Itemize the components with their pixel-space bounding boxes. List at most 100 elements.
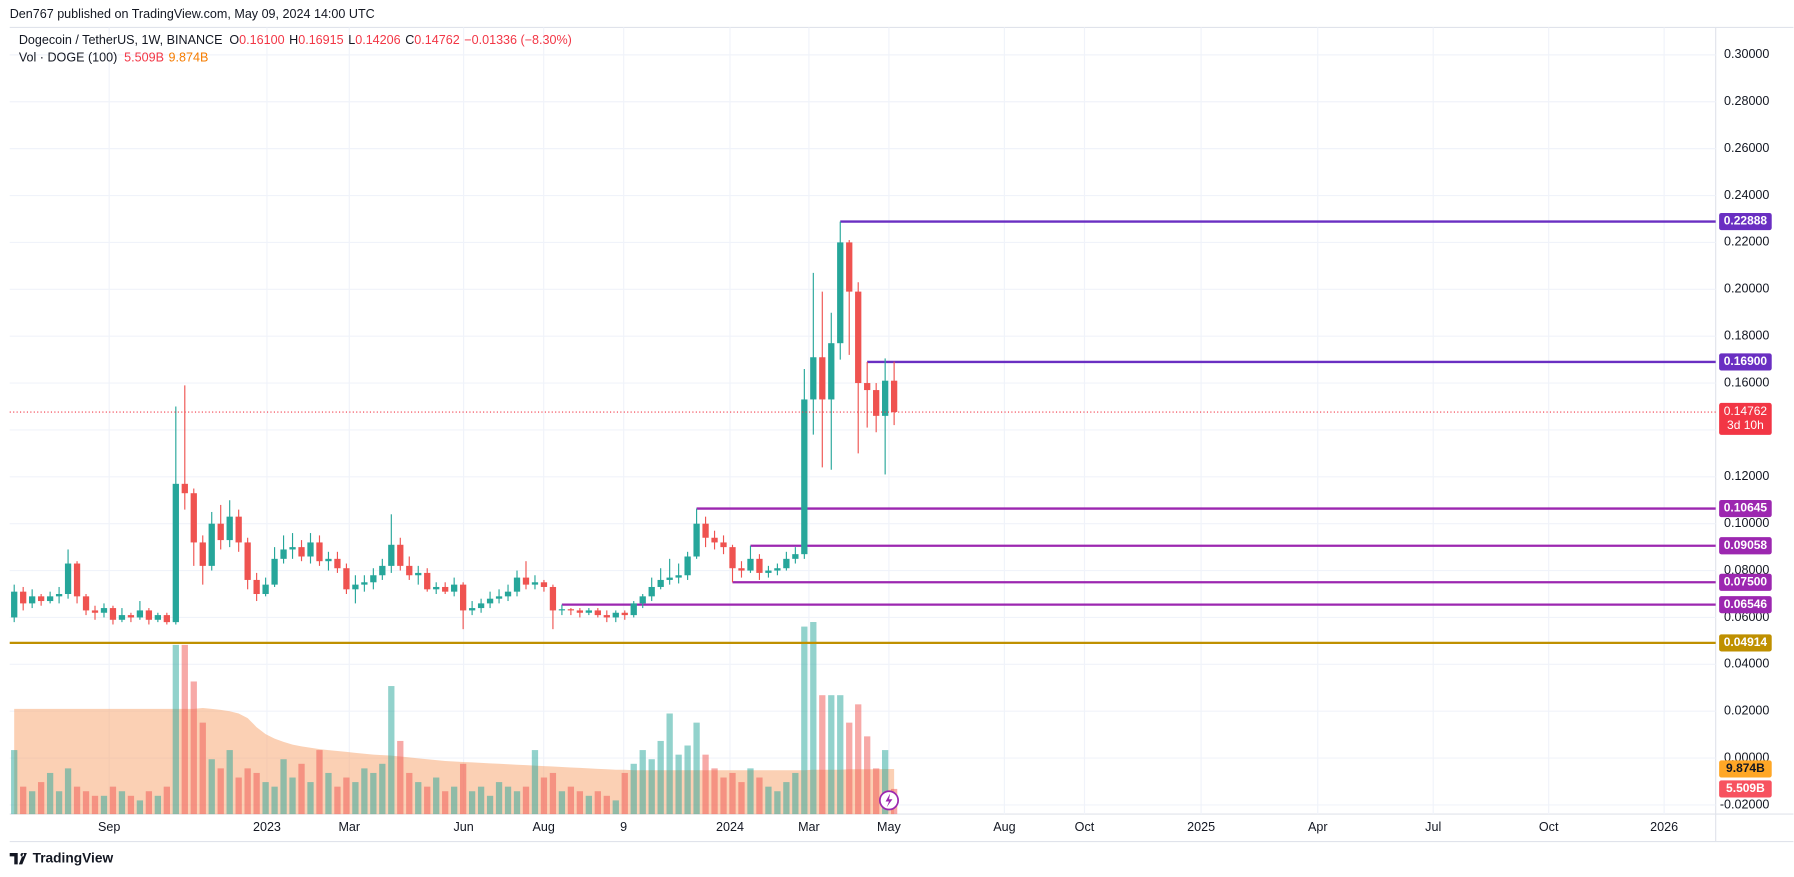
candle-body [540, 582, 548, 587]
volume-bar [621, 772, 628, 815]
candle-body [118, 615, 126, 620]
y-tick-label: -0.02000 [1720, 797, 1770, 811]
candle-body [666, 577, 673, 580]
candle-body [37, 596, 45, 602]
volume-bar [244, 768, 251, 815]
level-label: 0.07500 [1724, 574, 1768, 588]
y-tick-label: 0.12000 [1724, 469, 1769, 483]
candle-body [64, 563, 72, 595]
volume-bar [316, 750, 323, 815]
candle-body [621, 612, 628, 616]
candle-body [513, 577, 521, 592]
volume-bar [55, 791, 63, 815]
flash-icon[interactable] [878, 790, 900, 811]
candle-body [388, 544, 395, 566]
x-tick-label: Oct [1075, 820, 1095, 834]
volume-bar [307, 782, 314, 815]
volume-bar [208, 759, 215, 815]
volume-bar [181, 644, 188, 815]
volume-bar [477, 786, 485, 815]
volume-ma-value: 9.874B [169, 51, 209, 65]
candle-body [890, 380, 898, 413]
volume-bar [235, 777, 242, 815]
logo-text[interactable]: TradingView [33, 850, 114, 865]
candle-body [55, 594, 63, 597]
candle-body [531, 582, 539, 585]
candle-body [262, 584, 269, 595]
candle-body [468, 608, 476, 611]
volume-bar [738, 782, 745, 815]
volume-bar [873, 768, 880, 815]
volume-bar [136, 800, 144, 815]
candle-body [783, 558, 790, 569]
candle-body [280, 549, 287, 559]
volume-bar [729, 772, 736, 815]
volume-bar [783, 782, 790, 815]
candle-body [199, 542, 206, 566]
volume-bar [657, 740, 664, 815]
candle-body [46, 596, 54, 602]
volume-bar [612, 800, 619, 815]
volume-bar [73, 786, 81, 815]
level-label: 0.06546 [1724, 597, 1768, 611]
volume-bar [100, 795, 108, 815]
publisher: Den767 published on TradingView.com, May… [10, 7, 375, 21]
volume-bar [298, 763, 305, 815]
level-box [1719, 596, 1772, 614]
volume-bar [280, 759, 287, 815]
candle-body [873, 390, 880, 416]
volume-label: 5.509B [1726, 781, 1765, 795]
volume-bar [756, 777, 763, 815]
y-tick-label: 0.20000 [1724, 282, 1769, 296]
level-box [1719, 353, 1772, 371]
volume-bar [711, 768, 718, 815]
volume-bar [495, 782, 503, 815]
candle-body [91, 610, 99, 613]
candle-body [379, 565, 386, 576]
volume-bar [468, 791, 476, 815]
x-tick-label: May [877, 820, 901, 834]
legend-layer: Dogecoin / TetherUS, 1W, BINANCE O0.16100… [19, 33, 572, 64]
volume-ma-area [14, 708, 895, 815]
candle-body [289, 547, 296, 550]
x-tick-label: 9 [620, 820, 627, 834]
candle-body [433, 586, 440, 590]
volume-bar [64, 768, 72, 815]
volume-layer [11, 622, 898, 815]
candle-body [855, 291, 862, 384]
grid-layer [9, 27, 1716, 815]
volume-value: 5.509B [124, 51, 164, 65]
volume-bar [289, 777, 296, 815]
volume-bar [720, 777, 727, 815]
y-tick-label: 0.24000 [1724, 188, 1769, 202]
candle-body [307, 542, 314, 557]
candle-body [442, 586, 449, 592]
candle-body [352, 584, 359, 590]
candle-body [208, 523, 215, 566]
volume-bar [388, 686, 395, 815]
volume-bar [343, 777, 350, 815]
volume-bar [576, 791, 584, 815]
candle-body [576, 610, 584, 613]
legend-line: Dogecoin / TetherUS, 1W, BINANCE O0.16100… [19, 33, 572, 47]
flash-icon-bolt[interactable] [885, 793, 893, 808]
y-tick-label: 0.06000 [1724, 610, 1769, 624]
candle-body [136, 610, 144, 618]
candle-body [630, 603, 637, 616]
x-tick-label: Mar [338, 820, 360, 834]
volume-bar [29, 791, 36, 815]
volume-bar [639, 750, 646, 815]
legend-value: 0.14762 [414, 33, 459, 47]
candle-body [765, 570, 772, 573]
logo[interactable]: TradingView [9, 850, 114, 865]
logo-mark[interactable] [9, 852, 27, 865]
volume-bar [11, 750, 18, 815]
candle-body [190, 493, 197, 543]
candle-body [127, 615, 135, 618]
level-label: 0.09058 [1724, 538, 1768, 552]
volume-bar [549, 772, 557, 815]
volume-bar [271, 786, 278, 815]
x-tick-label: Aug [533, 820, 555, 834]
candle-body [675, 575, 682, 578]
legend-change: −0.01336 (−8.30%) [464, 33, 572, 47]
